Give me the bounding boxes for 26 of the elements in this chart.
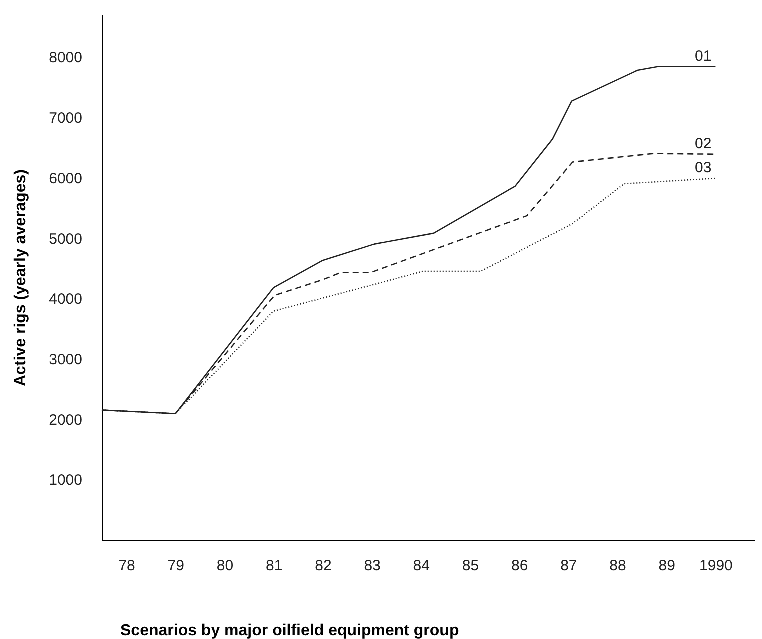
x-tick-label: 84 xyxy=(413,558,430,574)
y-tick-label: 1000 xyxy=(49,472,82,490)
x-tick-label: 79 xyxy=(168,558,184,574)
x-tick-label: 87 xyxy=(560,558,578,574)
series-label: 02 xyxy=(695,135,712,152)
y-tick-label: 5000 xyxy=(49,230,82,248)
x-tick-label: 83 xyxy=(364,558,381,574)
x-tick-label: 1990 xyxy=(700,558,733,574)
y-tick-label: 2000 xyxy=(49,412,82,429)
y-tick-label: 8000 xyxy=(49,50,82,67)
series-label: 03 xyxy=(695,160,712,177)
x-tick-label: 80 xyxy=(216,558,234,574)
x-tick-label: 85 xyxy=(462,558,480,574)
y-tick-label: 3000 xyxy=(49,351,82,368)
series-label: 01 xyxy=(695,48,712,65)
x-tick-label: 88 xyxy=(610,558,626,574)
x-tick-label: 89 xyxy=(658,558,676,574)
y-tick-label: 7000 xyxy=(49,110,82,128)
x-tick-label: 78 xyxy=(118,558,136,574)
y-axis-title: Active rigs (yearly averages) xyxy=(12,169,30,387)
x-tick-label: 82 xyxy=(315,558,332,574)
x-tick-label: 86 xyxy=(511,558,528,574)
y-tick-label: 6000 xyxy=(49,170,82,188)
x-axis-title: Scenarios by major oilfield equipment group xyxy=(120,622,460,639)
y-tick-label: 4000 xyxy=(49,291,82,308)
x-tick-label: 81 xyxy=(266,558,283,574)
